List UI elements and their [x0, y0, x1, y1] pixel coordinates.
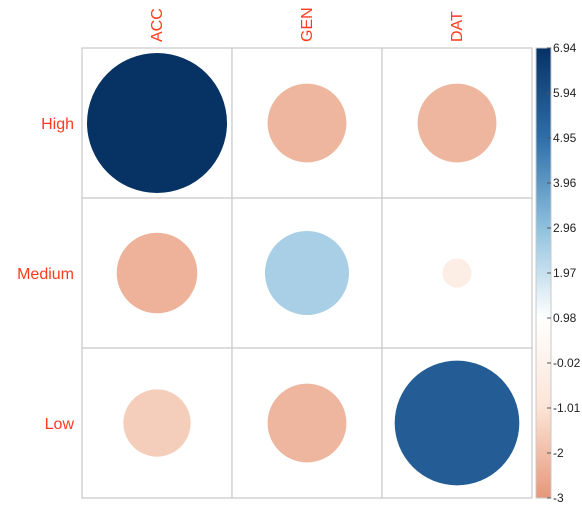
colorbar-tick-label: -0.02 — [553, 356, 581, 370]
row-label: High — [41, 116, 74, 133]
colorbar-tick-label: -3 — [553, 491, 564, 505]
row-label: Low — [45, 416, 75, 433]
correlation-circle — [116, 232, 198, 314]
column-label: ACC — [149, 8, 166, 42]
correlation-circle — [87, 53, 227, 193]
colorbar-tick-label: 0.98 — [553, 311, 577, 325]
column-label: DAT — [449, 11, 466, 42]
colorbar-tick-label: -1.01 — [553, 401, 581, 415]
correlation-circle — [442, 258, 472, 288]
correlation-circle — [267, 383, 347, 463]
colorbar-tick-label: -2 — [553, 446, 564, 460]
correlation-circle — [123, 389, 191, 457]
correlation-circle — [417, 83, 497, 163]
colorbar-tick-label: 2.96 — [553, 221, 577, 235]
correlation-circle — [394, 360, 520, 486]
correlation-circle — [267, 83, 347, 163]
colorbar-tick-label: 6.94 — [553, 41, 577, 55]
colorbar-tick-label: 1.97 — [553, 266, 577, 280]
colorbar-tick-label: 5.94 — [553, 86, 577, 100]
row-label: Medium — [17, 266, 74, 283]
correlation-circle — [264, 230, 350, 316]
colorbar-tick-label: 4.95 — [553, 131, 577, 145]
colorbar-tick-label: 3.96 — [553, 176, 577, 190]
column-label: GEN — [299, 7, 316, 42]
